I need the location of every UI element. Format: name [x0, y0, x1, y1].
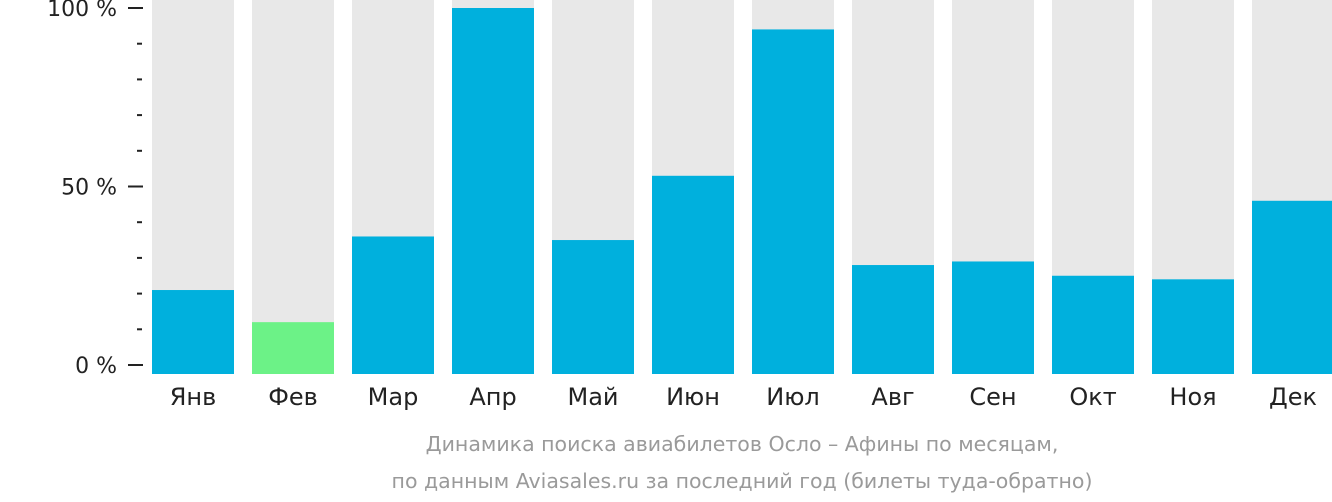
bar-9 — [952, 261, 1034, 374]
x-tick-label-3: Мар — [368, 383, 419, 411]
y-tick-label-100: 100 % — [47, 0, 117, 22]
caption-line-1: Динамика поиска авиабилетов Осло – Афины… — [426, 432, 1059, 456]
x-tick-label-7: Июл — [766, 383, 820, 411]
bar-3 — [352, 236, 434, 374]
x-tick-label-5: Май — [567, 383, 618, 411]
x-axis-labels: Янв Фев Мар Апр Май Июн Июл Авг Сен Окт Ноя Дек — [170, 383, 1317, 411]
bar-6 — [652, 175, 734, 374]
x-tick-label-9: Сен — [969, 383, 1016, 411]
y-axis: 0 % 50 % 100 % — [47, 0, 143, 379]
chart-caption: Динамика поиска авиабилетов Осло – Афины… — [392, 432, 1093, 493]
x-tick-label-12: Дек — [1269, 383, 1317, 411]
bar-7 — [752, 29, 834, 374]
bar-10 — [1052, 275, 1134, 374]
x-tick-label-2: Фев — [268, 383, 318, 411]
bar-5 — [552, 240, 634, 374]
bar-track-2 — [252, 0, 334, 374]
bar-2 — [252, 322, 334, 374]
x-tick-label-4: Апр — [469, 383, 516, 411]
x-tick-label-8: Авг — [871, 383, 914, 411]
x-tick-label-11: Ноя — [1169, 383, 1216, 411]
x-tick-label-6: Июн — [666, 383, 720, 411]
bar-8 — [852, 265, 934, 374]
bar-4 — [452, 8, 534, 374]
bars — [152, 8, 1332, 374]
y-tick-label-50: 50 % — [61, 176, 117, 201]
caption-line-2: по данным Aviasales.ru за последний год … — [392, 469, 1093, 493]
bar-11 — [1152, 279, 1234, 374]
x-tick-label-1: Янв — [170, 383, 217, 411]
x-tick-label-10: Окт — [1069, 383, 1116, 411]
bar-12 — [1252, 200, 1332, 374]
y-tick-label-0: 0 % — [75, 354, 117, 379]
bar-1 — [152, 290, 234, 374]
